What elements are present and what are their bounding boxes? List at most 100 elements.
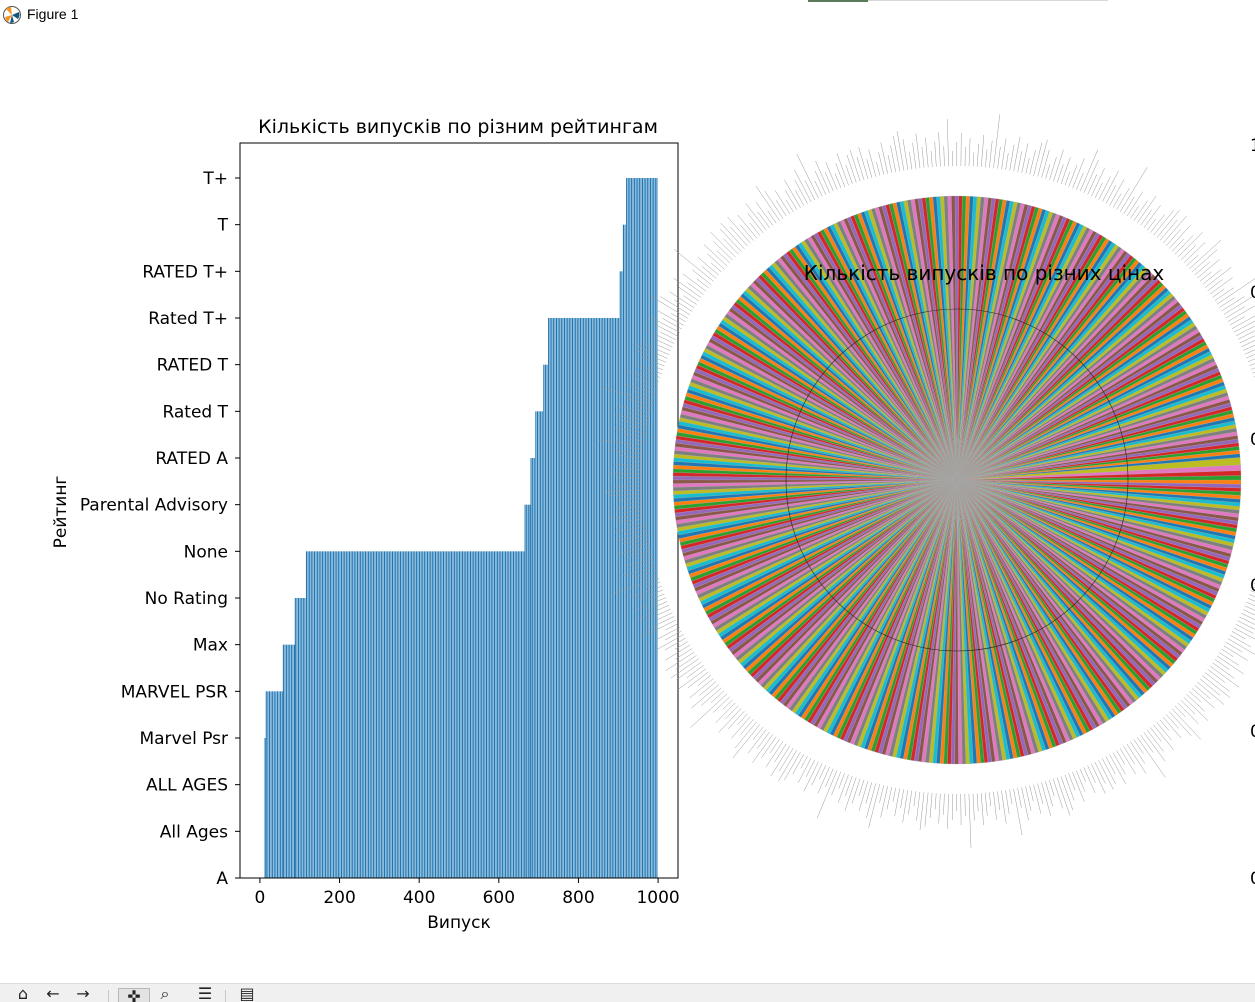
bar — [443, 551, 444, 878]
bar — [414, 551, 415, 878]
pie-slice-label — [1113, 753, 1125, 775]
bar — [617, 318, 618, 878]
pie-slice-label — [948, 794, 949, 829]
bar — [440, 551, 441, 878]
pie-slice-label — [657, 310, 684, 325]
bar — [542, 411, 543, 878]
pie-slice-label — [895, 789, 900, 817]
bar — [347, 551, 348, 878]
pie-slice-label — [652, 338, 673, 348]
bar — [609, 318, 610, 878]
pan-button[interactable]: ✜ — [118, 988, 150, 1002]
pie-chart-title: Кількість випусків по різних цінах — [804, 261, 1165, 285]
pie-slice-label — [1053, 150, 1063, 182]
forward-arrow-icon: → — [76, 986, 89, 1002]
pie-slice-label — [725, 706, 738, 720]
pie-slice-label — [671, 659, 699, 678]
bar — [497, 551, 498, 878]
bar — [339, 551, 340, 878]
pie-slice-label — [1160, 720, 1169, 731]
zoom-button[interactable]: ⌕ — [150, 986, 180, 1002]
pie-slice-label — [835, 173, 841, 188]
bar — [402, 551, 403, 878]
bar — [532, 458, 533, 878]
pie-slice-label — [1099, 760, 1114, 789]
bar — [491, 551, 492, 878]
bar — [456, 551, 457, 878]
pie-slice-label — [1240, 328, 1255, 343]
bar — [355, 551, 356, 878]
bar — [437, 551, 438, 878]
pie-slice-label — [735, 722, 757, 748]
bar — [489, 551, 490, 878]
pie-slice-label — [723, 239, 738, 255]
bar — [389, 551, 390, 878]
bar — [435, 551, 436, 878]
bar — [390, 551, 391, 878]
bar — [507, 551, 508, 878]
bar — [529, 505, 530, 878]
forward-button[interactable]: → — [68, 986, 98, 1002]
pie-slice-label — [1042, 782, 1051, 816]
x-tick-label: 0 — [254, 888, 265, 908]
pie-slice-label — [1002, 139, 1006, 170]
pie-slice-label — [1150, 215, 1164, 233]
pie-slice-label — [944, 146, 945, 166]
pie-slice-label — [1189, 240, 1221, 269]
bar — [460, 551, 461, 878]
pie-slice-label — [1205, 267, 1231, 287]
y-tick-label: Max — [193, 636, 228, 656]
bar — [550, 318, 551, 878]
bar — [620, 271, 621, 878]
pie-slice-label — [1110, 755, 1127, 785]
pie-slice-label — [720, 229, 741, 252]
pie-slice-label — [669, 292, 694, 308]
bar — [405, 551, 406, 878]
bar — [577, 318, 578, 878]
pie-slice-label — [1010, 790, 1013, 805]
pie-slice-label — [1117, 750, 1125, 764]
bar — [381, 551, 382, 878]
back-button[interactable]: ← — [38, 986, 68, 1002]
bar — [341, 551, 342, 878]
bar — [472, 551, 473, 878]
bar — [508, 551, 509, 878]
matplotlib-logo-icon — [2, 5, 22, 25]
bar — [599, 318, 600, 878]
titlebar-divider — [868, 0, 1108, 1]
bar — [503, 551, 504, 878]
pie-slice-label — [683, 296, 696, 305]
pie-slice-label — [826, 162, 838, 190]
bar — [427, 551, 428, 878]
bar — [628, 178, 629, 878]
y-tick-label: RATED T+ — [142, 262, 228, 282]
pie-slice-label — [879, 152, 884, 174]
pie-slice-label — [1154, 210, 1174, 235]
pie-slice-label — [925, 793, 928, 827]
pie-slice-label — [675, 642, 688, 650]
pie-slice-label — [1205, 673, 1230, 692]
bar — [335, 551, 336, 878]
pie-slice-label — [1175, 706, 1185, 717]
pie-slice-label — [897, 131, 904, 170]
bar — [280, 691, 281, 878]
pie-slice-label — [1113, 194, 1121, 208]
bar — [531, 458, 532, 878]
bar — [457, 551, 458, 878]
bar-series — [265, 178, 658, 878]
bar — [274, 691, 275, 878]
save-button[interactable]: ▤ — [232, 986, 262, 1002]
bar — [518, 551, 519, 878]
pie-slice-label — [615, 428, 647, 433]
save-icon: ▤ — [239, 986, 254, 1002]
pie-slice-label — [1236, 326, 1255, 336]
bar — [546, 365, 547, 878]
pie-slice-label — [989, 141, 992, 168]
pie-slice-label — [1200, 272, 1212, 282]
configure-subplots-button[interactable]: ☰ — [190, 986, 220, 1002]
pie-slice-label — [969, 138, 970, 166]
bar — [376, 551, 377, 878]
pie-slice-label — [1230, 635, 1251, 647]
navigation-toolbar: ⌂← → ✜⌕ ☰ ▤ — [0, 983, 1255, 1002]
home-button[interactable]: ⌂ — [8, 986, 38, 1002]
